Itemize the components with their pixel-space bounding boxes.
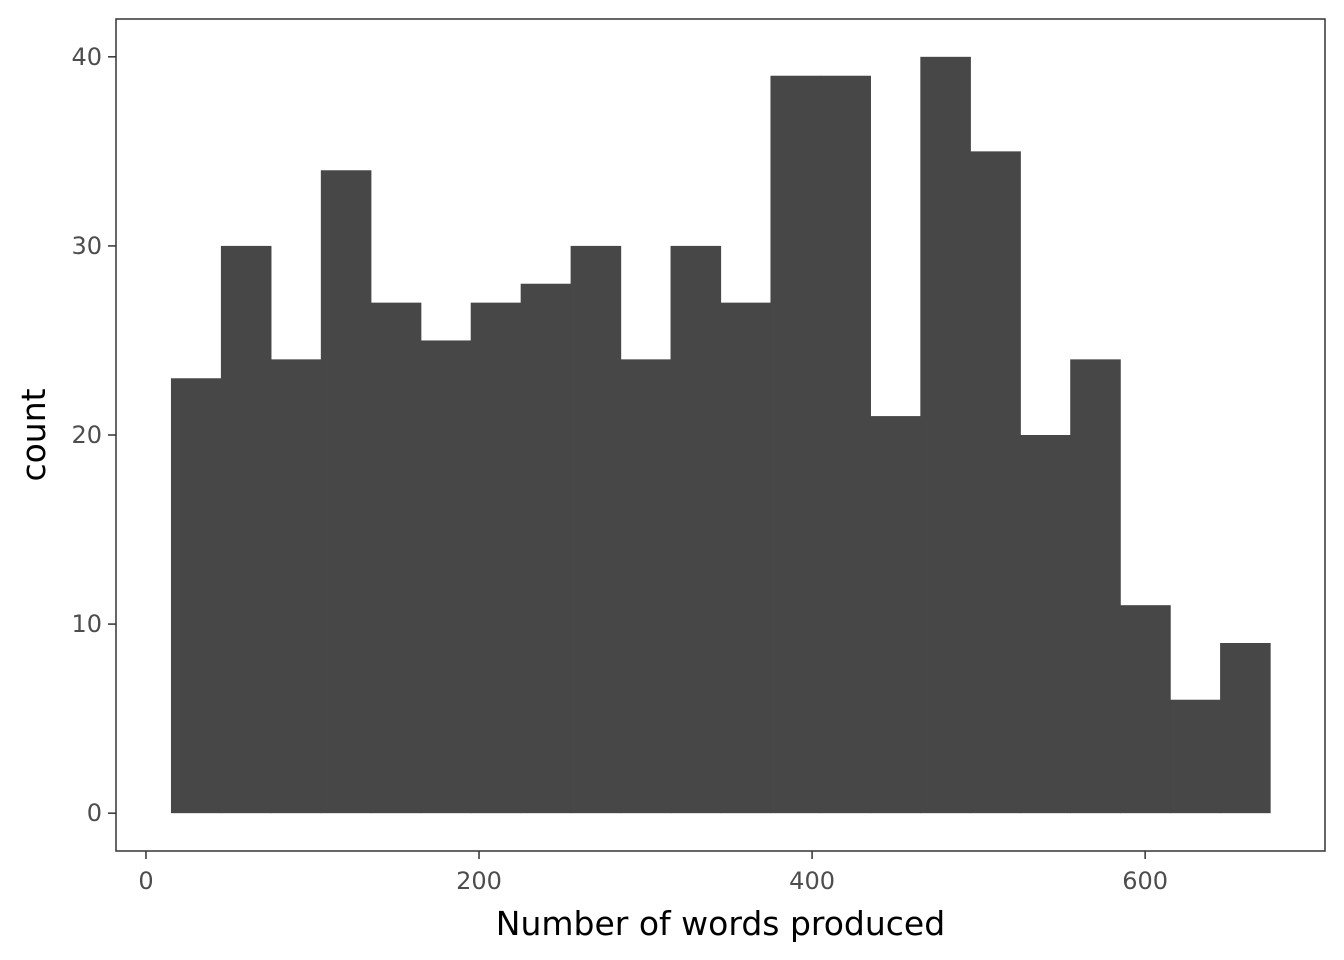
histogram-bar	[970, 151, 1021, 813]
x-axis-title: Number of words produced	[496, 904, 945, 943]
histogram-bar	[1120, 605, 1171, 813]
y-axis-title: count	[14, 388, 53, 481]
y-tick-label: 20	[71, 421, 102, 449]
histogram-bar	[770, 76, 821, 813]
bars-layer	[171, 57, 1271, 813]
histogram-bar	[571, 246, 622, 813]
histogram-bar	[371, 303, 422, 814]
histogram-bar	[920, 57, 971, 813]
y-tick-label: 0	[87, 799, 102, 827]
histogram-bar	[1220, 643, 1271, 813]
y-axis: 0 10 20 30 40	[71, 43, 116, 827]
x-axis: 0 200 400 600	[138, 851, 1168, 895]
histogram-bar	[820, 76, 871, 813]
x-tick-label: 200	[456, 867, 502, 895]
y-tick-label: 40	[71, 43, 102, 71]
y-tick-label: 10	[71, 610, 102, 638]
histogram-bar	[721, 303, 772, 814]
histogram-bar	[421, 340, 472, 813]
histogram-bar	[521, 284, 572, 813]
x-tick-label: 0	[138, 867, 153, 895]
y-tick-label: 30	[71, 232, 102, 260]
histogram-bar	[471, 303, 522, 814]
histogram-bar	[1070, 359, 1121, 813]
histogram-bar	[1170, 700, 1221, 813]
histogram-bar	[321, 170, 372, 813]
histogram-bar	[1020, 435, 1071, 813]
histogram-bar	[271, 359, 322, 813]
histogram-bar	[870, 416, 921, 813]
x-tick-label: 600	[1122, 867, 1168, 895]
histogram-bar	[221, 246, 272, 813]
histogram-bar	[671, 246, 722, 813]
histogram-bar	[621, 359, 672, 813]
histogram-bar	[171, 378, 222, 813]
x-tick-label: 400	[789, 867, 835, 895]
